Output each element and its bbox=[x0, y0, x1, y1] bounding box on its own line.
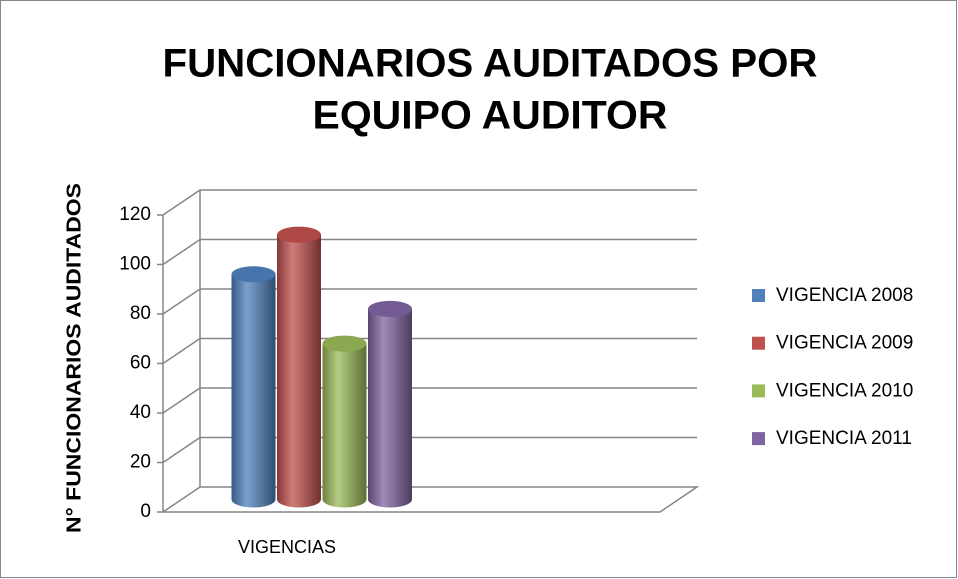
y-tick-label: 80 bbox=[130, 303, 151, 324]
y-tick-label: 40 bbox=[130, 402, 151, 423]
y-axis-label: N° FUNCIONARIOS AUDITADOS bbox=[63, 183, 85, 533]
bar-top bbox=[277, 226, 321, 243]
y-tick-label: 20 bbox=[130, 452, 151, 473]
bar bbox=[368, 308, 412, 508]
legend-swatch bbox=[752, 336, 765, 350]
legend-label: VIGENCIA 2009 bbox=[776, 333, 913, 354]
bar bbox=[231, 274, 276, 508]
legend-label: VIGENCIA 2011 bbox=[776, 428, 912, 449]
y-tick-label: 120 bbox=[119, 204, 151, 225]
legend-label: VIGENCIA 2010 bbox=[776, 380, 913, 401]
bar-top bbox=[368, 300, 412, 317]
y-tick-label: 60 bbox=[130, 353, 151, 374]
y-tick-label: 100 bbox=[119, 254, 151, 275]
bar bbox=[277, 234, 321, 508]
x-tick-label: VIGENCIAS bbox=[238, 537, 336, 557]
legend-swatch bbox=[752, 384, 765, 398]
bar-top bbox=[322, 335, 367, 352]
y-tick-label: 0 bbox=[140, 501, 151, 522]
legend-label: VIGENCIA 2008 bbox=[776, 285, 913, 306]
bar bbox=[322, 343, 367, 508]
grid-line bbox=[160, 486, 700, 513]
chart-title: FUNCIONARIOS AUDITADOS POR bbox=[163, 42, 818, 86]
bar-top bbox=[231, 266, 276, 283]
chart-title: EQUIPO AUDITOR bbox=[313, 94, 668, 138]
legend-swatch bbox=[752, 289, 765, 302]
legend-swatch bbox=[752, 432, 765, 446]
